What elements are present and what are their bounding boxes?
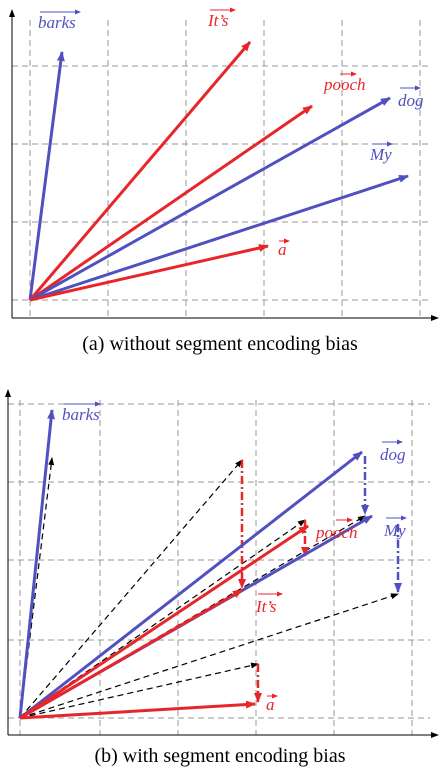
caption: (b) with segment encoding bias bbox=[94, 745, 345, 767]
vector-label: pooch bbox=[315, 523, 358, 542]
bias-offsets bbox=[238, 456, 402, 703]
vector-label: My bbox=[369, 145, 392, 164]
vector-label: pooch bbox=[323, 75, 366, 94]
panel-b: barks dog pooch My It’s a (b) with segme… bbox=[5, 389, 439, 767]
vector-label: a bbox=[278, 240, 287, 259]
vector-label: dog bbox=[380, 445, 406, 464]
label-arrows bbox=[64, 401, 407, 699]
label-arrows bbox=[40, 7, 421, 244]
vector-label: a bbox=[266, 695, 275, 714]
caption: (a) without segment encoding bias bbox=[82, 333, 358, 355]
vectors bbox=[28, 41, 409, 302]
vector-label: dog bbox=[398, 91, 424, 110]
vector-label: It’s bbox=[255, 597, 277, 616]
vector-label: barks bbox=[62, 405, 100, 424]
vector-label: My bbox=[383, 521, 406, 540]
vectors bbox=[18, 409, 373, 720]
panel-a: barks It’s pooch dog My a (a) without se… bbox=[9, 7, 439, 355]
vector-label: barks bbox=[38, 13, 76, 32]
vector-label: It’s bbox=[207, 11, 229, 30]
